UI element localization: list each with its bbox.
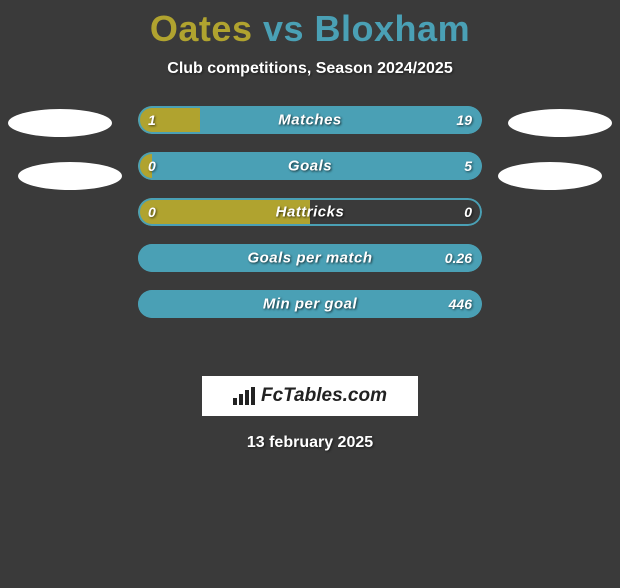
stat-label: Goals per match — [138, 250, 482, 267]
comparison-title: Oates vs Bloxham — [0, 8, 620, 50]
player2-name: Bloxham — [315, 8, 471, 49]
stats-chart: 1Matches190Goals50Hattricks0Goals per ma… — [0, 106, 620, 366]
player1-badge-ellipse-1 — [8, 109, 112, 137]
branding-text: FcTables.com — [261, 385, 387, 407]
stat-value-right: 0.26 — [445, 250, 472, 266]
stat-value-right: 5 — [464, 158, 472, 174]
player1-badge-ellipse-2 — [18, 162, 122, 190]
bar-chart-icon — [233, 387, 255, 405]
stat-row: 1Matches19 — [138, 106, 482, 134]
stat-row: Min per goal446 — [138, 290, 482, 318]
branding-badge: FcTables.com — [202, 376, 418, 416]
player2-badge-ellipse-2 — [498, 162, 602, 190]
stat-label: Hattricks — [138, 204, 482, 221]
stat-label: Goals — [138, 158, 482, 175]
stat-label: Min per goal — [138, 296, 482, 313]
player1-name: Oates — [150, 8, 253, 49]
date-text: 13 february 2025 — [0, 434, 620, 452]
stat-value-right: 0 — [464, 204, 472, 220]
player2-badge-ellipse-1 — [508, 109, 612, 137]
stat-value-right: 446 — [449, 296, 472, 312]
stat-label: Matches — [138, 112, 482, 129]
stat-bars-container: 1Matches190Goals50Hattricks0Goals per ma… — [138, 106, 482, 336]
stat-value-right: 19 — [456, 112, 472, 128]
stat-row: 0Hattricks0 — [138, 198, 482, 226]
stat-row: Goals per match0.26 — [138, 244, 482, 272]
stat-row: 0Goals5 — [138, 152, 482, 180]
subtitle: Club competitions, Season 2024/2025 — [0, 60, 620, 78]
vs-text: vs — [263, 8, 304, 49]
